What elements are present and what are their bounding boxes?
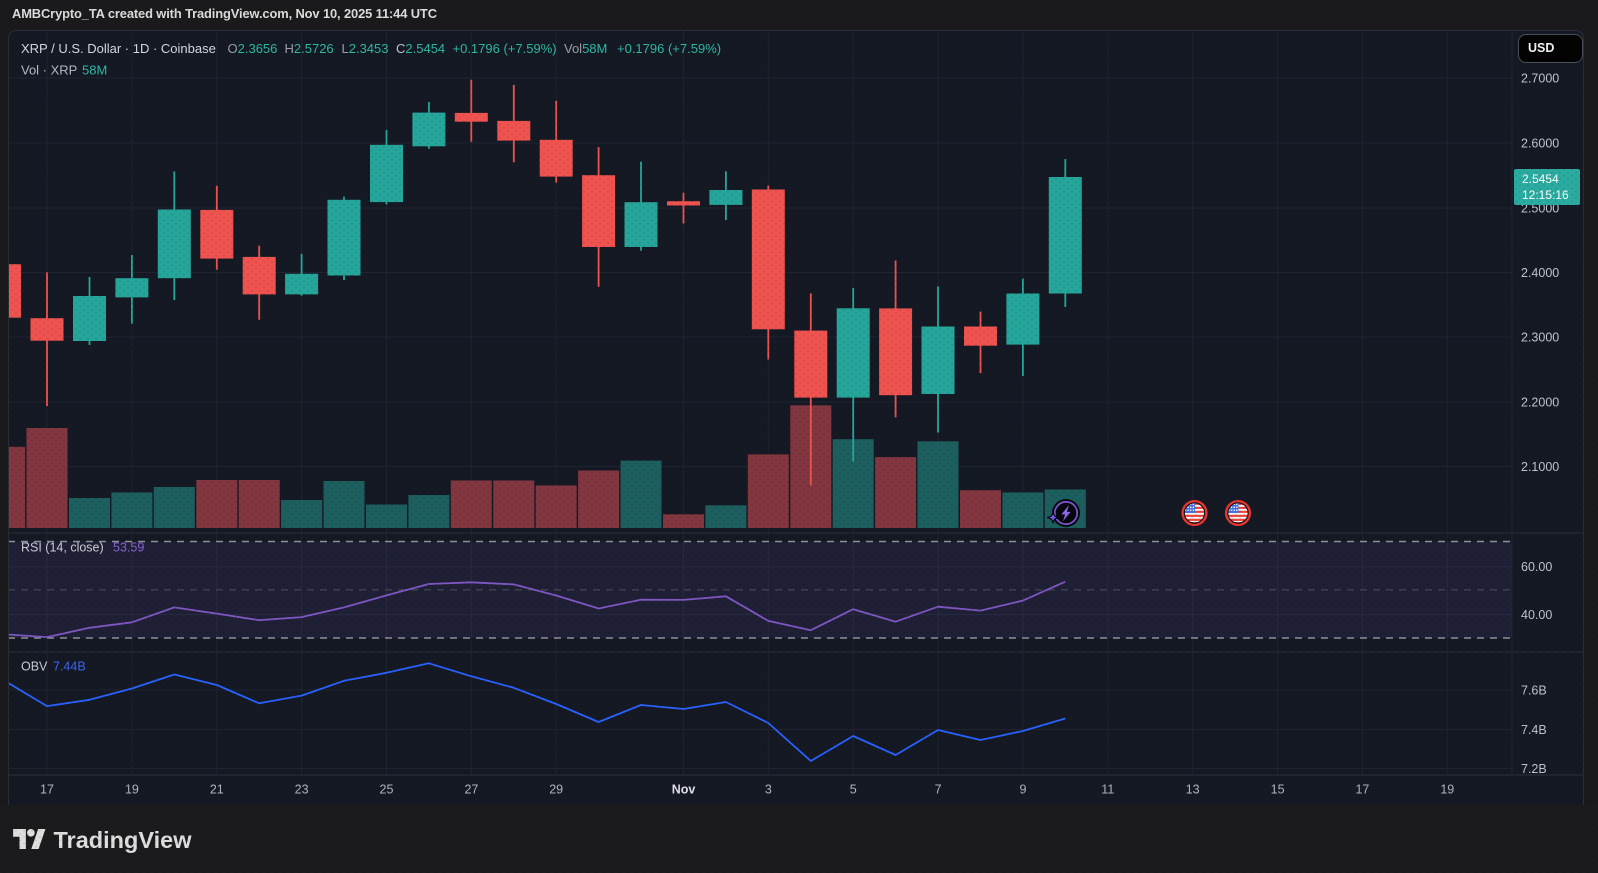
svg-text:2.1000: 2.1000 <box>1521 460 1559 474</box>
svg-text:13: 13 <box>1186 783 1200 797</box>
svg-text:2.4000: 2.4000 <box>1521 266 1559 280</box>
svg-text:21: 21 <box>210 783 224 797</box>
svg-text:9: 9 <box>1020 783 1027 797</box>
svg-text:3: 3 <box>765 783 772 797</box>
svg-text:2.5000: 2.5000 <box>1521 202 1559 216</box>
svg-text:17: 17 <box>40 783 54 797</box>
svg-text:XRP / U.S. Dollar · 1D · Coinb: XRP / U.S. Dollar · 1D · Coinbase <box>21 41 216 56</box>
svg-text:RSI (14, close)53.59: RSI (14, close) 53.59 <box>21 541 144 555</box>
svg-text:7: 7 <box>935 783 942 797</box>
svg-text:5: 5 <box>850 783 857 797</box>
svg-text:29: 29 <box>549 783 563 797</box>
svg-text:Nov: Nov <box>672 783 696 797</box>
svg-text:11: 11 <box>1101 783 1114 797</box>
svg-text:19: 19 <box>125 783 139 797</box>
svg-text:27: 27 <box>464 783 478 797</box>
svg-text:60.00: 60.00 <box>1521 560 1552 574</box>
svg-text:2.6000: 2.6000 <box>1521 137 1559 151</box>
svg-text:7.6B: 7.6B <box>1521 683 1547 697</box>
svg-text:19: 19 <box>1440 783 1454 797</box>
svg-text:7.2B: 7.2B <box>1521 762 1547 776</box>
svg-text:15: 15 <box>1271 783 1285 797</box>
svg-text:2.3000: 2.3000 <box>1521 331 1559 345</box>
svg-text:2.7000: 2.7000 <box>1521 72 1559 86</box>
svg-text:23: 23 <box>295 783 309 797</box>
svg-text:25: 25 <box>380 783 394 797</box>
svg-text:40.00: 40.00 <box>1521 608 1552 622</box>
svg-text:7.4B: 7.4B <box>1521 723 1547 737</box>
svg-text:2.2000: 2.2000 <box>1521 396 1559 410</box>
svg-text:17: 17 <box>1355 783 1369 797</box>
